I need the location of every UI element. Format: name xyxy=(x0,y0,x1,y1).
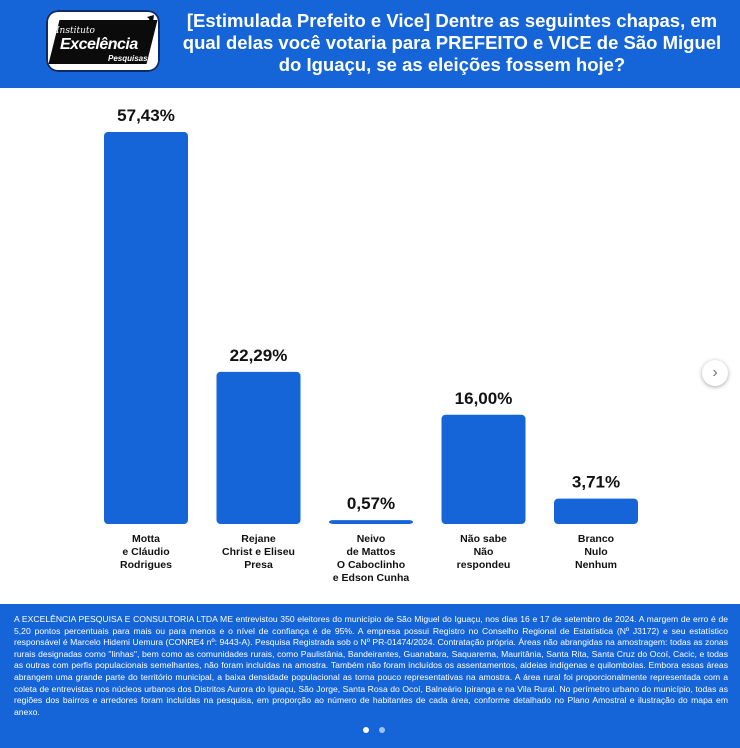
category-label-line: e Cláudio xyxy=(122,546,169,558)
carousel-dot-2[interactable] xyxy=(379,727,386,733)
trend-arrow-icon xyxy=(132,15,154,33)
category-label-line: O Caboclinho xyxy=(337,559,405,571)
bar-4 xyxy=(441,414,526,524)
category-label-line: de Mattos xyxy=(346,546,395,558)
bar-value-label-3: 0,57% xyxy=(347,494,395,513)
category-label-line: Motta xyxy=(132,533,160,545)
category-label-3: Neivo de Mattos O Caboclinho e Edson Cunha xyxy=(333,533,410,584)
next-slide-button[interactable]: › xyxy=(702,360,728,386)
category-label-line: Não sabe xyxy=(460,533,507,545)
logo-line-2: Excelência xyxy=(60,36,138,53)
bar-3 xyxy=(329,520,413,524)
logo-line-1: Instituto xyxy=(56,26,95,36)
category-label-1: Motta e Cláudio Rodrigues xyxy=(120,533,172,571)
chevron-right-icon: › xyxy=(712,364,718,381)
category-label-line: Nenhum xyxy=(575,559,617,571)
carousel-dot-1[interactable] xyxy=(363,727,369,733)
category-label-line: Rejane xyxy=(241,533,276,545)
category-label-line: Rodrigues xyxy=(120,559,172,571)
category-label-line: Presa xyxy=(244,559,273,571)
bar-5 xyxy=(554,498,638,524)
methodology-text: A EXCELÊNCIA PESQUISA E CONSULTORIA LTDA… xyxy=(14,614,728,717)
institute-logo: Instituto Excelência Pesquisas xyxy=(46,10,160,72)
category-label-4: Não sabe Não respondeu xyxy=(457,533,511,571)
category-label-line: respondeu xyxy=(457,559,511,571)
category-label-line: Nulo xyxy=(584,546,607,558)
page-title: [Estimulada Prefeito e Vice] Dentre as s… xyxy=(182,10,722,75)
category-label-line: Christ e Eliseu xyxy=(222,546,295,558)
category-label-line: Neivo xyxy=(357,533,386,545)
category-label-line: Branco xyxy=(578,533,614,545)
bar-value-label-4: 16,00% xyxy=(455,389,513,408)
logo-line-3: Pesquisas xyxy=(108,54,148,63)
category-label-line: Não xyxy=(474,546,494,558)
category-label-line: e Edson Cunha xyxy=(333,572,410,584)
bar-value-label-5: 3,71% xyxy=(572,473,620,492)
bar-value-label-1: 57,43% xyxy=(117,106,175,125)
methodology-footer: A EXCELÊNCIA PESQUISA E CONSULTORIA LTDA… xyxy=(0,604,740,748)
category-label-5: Branco Nulo Nenhum xyxy=(575,533,617,571)
bar-value-label-2: 22,29% xyxy=(230,346,288,365)
bar-1 xyxy=(104,132,188,524)
category-label-2: Rejane Christ e Eliseu Presa xyxy=(222,533,295,571)
carousel-dots xyxy=(360,720,388,738)
bar-2 xyxy=(216,371,301,524)
header-banner: Instituto Excelência Pesquisas [Estimula… xyxy=(0,0,740,88)
bar-chart: 57,43% Motta e Cláudio Rodrigues 22,29% Rejan… xyxy=(104,106,638,584)
